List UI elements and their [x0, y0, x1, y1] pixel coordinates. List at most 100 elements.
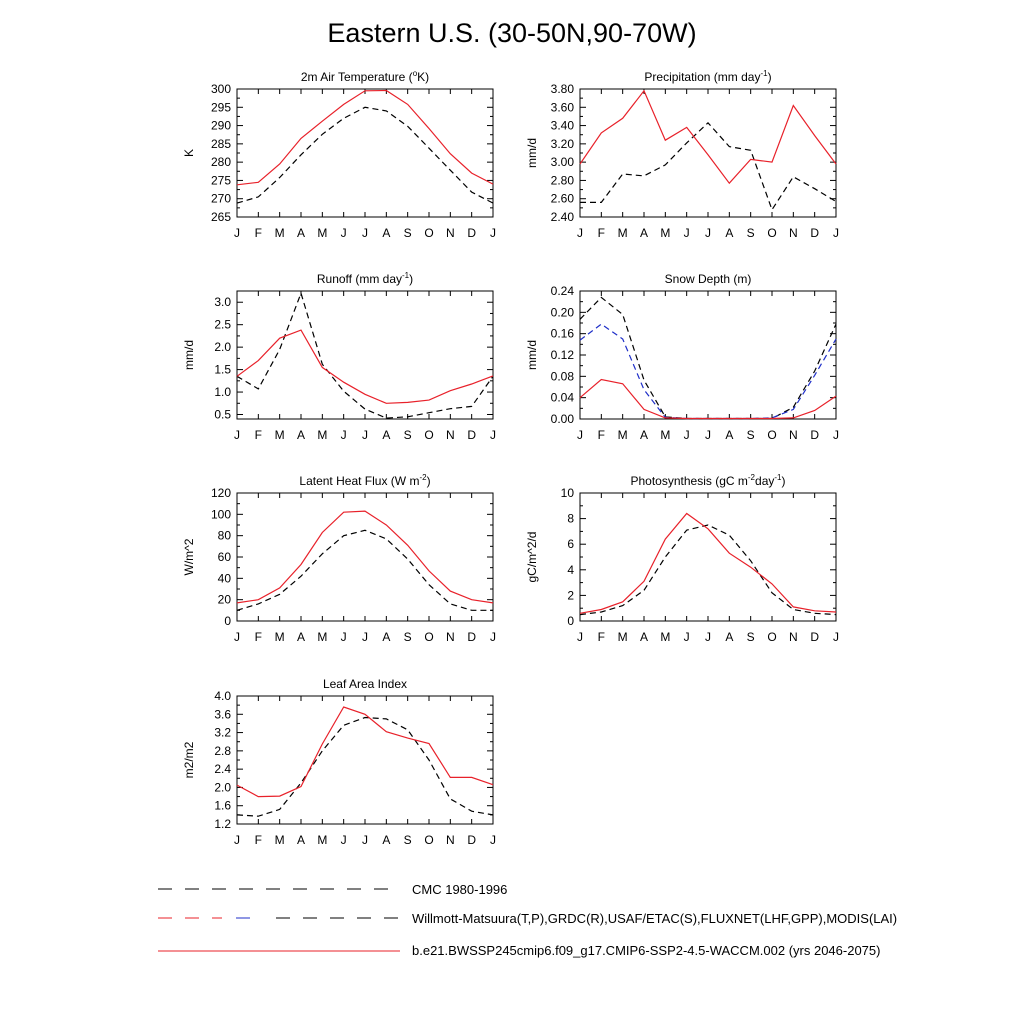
chart-panel: J F M A M J J A S O N D J265270275280285290295300K2m…	[182, 69, 496, 240]
x-tick-label: J	[362, 226, 368, 240]
x-tick-label: M	[660, 630, 670, 644]
y-tick-label: 1.5	[214, 363, 231, 377]
y-axis-label: mm/d	[182, 340, 196, 370]
y-tick-label: 2.8	[214, 744, 231, 758]
x-tick-label: N	[446, 226, 455, 240]
series-line-observation	[236, 291, 494, 419]
x-tick-label: J	[705, 428, 711, 442]
y-tick-label: 40	[218, 571, 232, 585]
y-tick-label: 2	[567, 588, 574, 602]
x-tick-label: S	[747, 428, 755, 442]
x-tick-label: J	[490, 226, 496, 240]
x-tick-label: A	[297, 428, 305, 442]
chart-panel: J F M A M J J A S O N D J020406080100120W/m^2Latent …	[182, 473, 496, 644]
series-line-model	[236, 89, 494, 186]
x-tick-label: A	[297, 226, 305, 240]
plot-frame	[579, 492, 837, 622]
series-line-usaf-etac	[579, 323, 837, 420]
series-line-model	[236, 706, 494, 798]
series-line-observation	[236, 716, 494, 817]
y-tick-label: 6	[567, 537, 574, 551]
x-tick-label: J	[577, 226, 583, 240]
x-tick-label: D	[810, 630, 819, 644]
x-tick-label: J	[341, 428, 347, 442]
y-tick-label: 0.04	[551, 391, 575, 405]
panel-title: Precipitation (mm day-1)	[644, 69, 771, 84]
x-tick-label: J	[577, 630, 583, 644]
y-tick-label: 300	[211, 82, 231, 96]
y-tick-label: 0.24	[551, 284, 575, 298]
x-tick-label: M	[618, 226, 628, 240]
panel-title: Latent Heat Flux (W m-2)	[299, 473, 430, 488]
series-line-observation	[236, 106, 494, 204]
chart-panel: J F M A M J J A S O N D J0.000.040.080.120.160.200.2…	[525, 272, 839, 442]
x-tick-label: F	[255, 630, 262, 644]
x-tick-label: J	[490, 428, 496, 442]
y-tick-label: 20	[218, 593, 232, 607]
series-line-model	[236, 329, 494, 404]
y-tick-label: 2.5	[214, 318, 231, 332]
x-tick-label: M	[275, 630, 285, 644]
x-tick-label: O	[424, 226, 433, 240]
y-tick-label: 0.5	[214, 408, 231, 422]
y-tick-label: 2.40	[551, 210, 575, 224]
x-tick-label: O	[424, 428, 433, 442]
x-tick-label: N	[446, 833, 455, 847]
x-tick-label: A	[725, 428, 733, 442]
x-tick-label: A	[382, 428, 390, 442]
panel-title: 2m Air Temperature (oK)	[301, 69, 429, 84]
x-tick-label: J	[234, 833, 240, 847]
x-tick-label: J	[833, 630, 839, 644]
x-tick-label: J	[234, 630, 240, 644]
x-tick-label: M	[660, 428, 670, 442]
x-tick-label: O	[424, 833, 433, 847]
x-tick-label: A	[640, 630, 648, 644]
x-tick-label: J	[341, 226, 347, 240]
x-tick-label: J	[234, 226, 240, 240]
x-tick-label: J	[341, 630, 347, 644]
y-tick-label: 2.80	[551, 173, 575, 187]
x-tick-label: A	[297, 833, 305, 847]
x-tick-label: M	[660, 226, 670, 240]
x-tick-label: S	[747, 630, 755, 644]
y-axis-label: W/m^2	[182, 538, 196, 575]
y-tick-label: 4.0	[214, 689, 231, 703]
x-tick-label: M	[275, 226, 285, 240]
x-tick-label: J	[490, 833, 496, 847]
x-tick-label: A	[725, 630, 733, 644]
y-tick-label: 295	[211, 100, 231, 114]
x-tick-label: M	[317, 428, 327, 442]
x-tick-label: D	[810, 226, 819, 240]
y-axis-label: K	[182, 149, 196, 157]
y-tick-label: 280	[211, 155, 231, 169]
series-line-model	[236, 510, 494, 604]
x-tick-label: A	[297, 630, 305, 644]
panel-title: Runoff (mm day-1)	[317, 271, 413, 286]
x-tick-label: N	[789, 226, 798, 240]
series-line-model	[579, 378, 837, 420]
series-line-model	[579, 512, 837, 614]
x-tick-label: J	[577, 428, 583, 442]
y-tick-label: 1.2	[214, 817, 231, 831]
y-tick-label: 3.6	[214, 707, 231, 721]
y-tick-label: 3.40	[551, 119, 575, 133]
y-axis-label: gC/m^2/d	[525, 532, 539, 583]
x-tick-label: J	[362, 630, 368, 644]
y-tick-label: 3.80	[551, 82, 575, 96]
y-tick-label: 120	[211, 486, 231, 500]
y-tick-label: 0.00	[551, 412, 575, 426]
y-axis-label: m2/m2	[182, 741, 196, 778]
y-tick-label: 1.6	[214, 799, 231, 813]
x-tick-label: J	[833, 226, 839, 240]
y-tick-label: 2.0	[214, 340, 231, 354]
x-tick-label: A	[640, 226, 648, 240]
x-tick-label: N	[446, 428, 455, 442]
y-tick-label: 3.60	[551, 100, 575, 114]
x-tick-label: D	[467, 428, 476, 442]
x-tick-label: S	[404, 833, 412, 847]
plot-frame	[236, 290, 494, 420]
y-tick-label: 0.12	[551, 348, 575, 362]
panel-title: Photosynthesis (gC m-2day-1)	[631, 473, 786, 488]
x-tick-label: M	[317, 630, 327, 644]
